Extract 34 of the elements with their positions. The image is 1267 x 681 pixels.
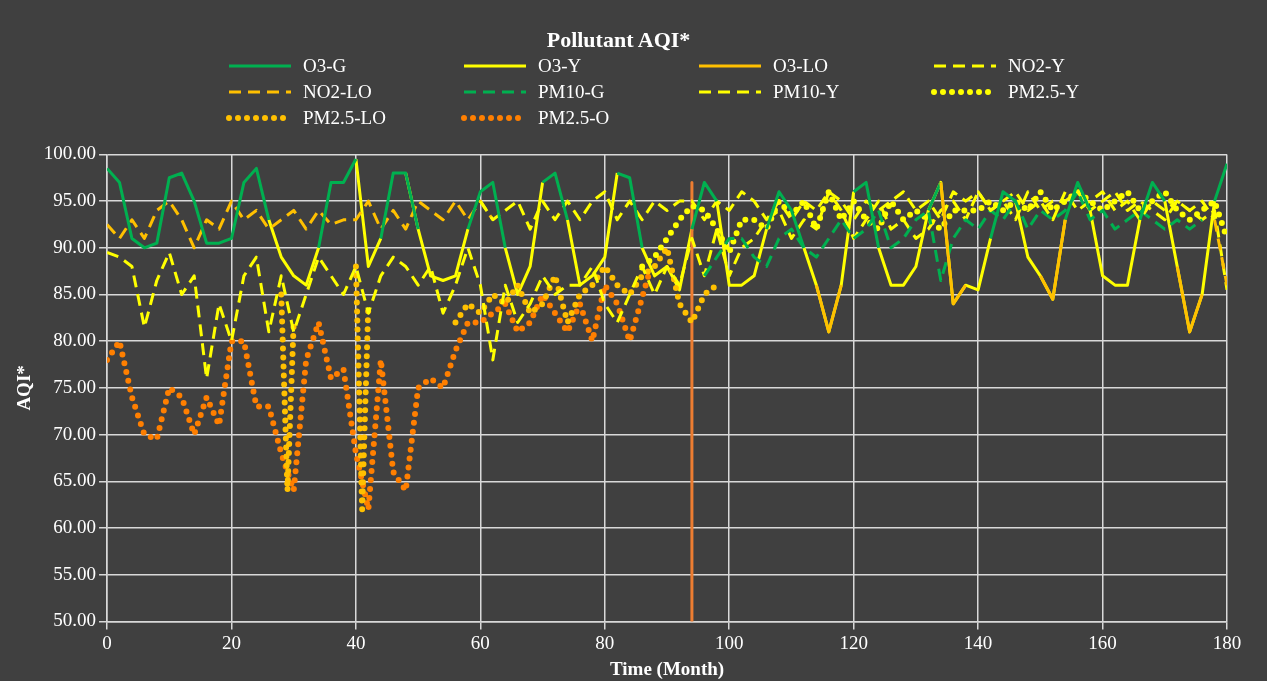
y-tick-label: 50.00 <box>53 609 97 631</box>
legend-label: O3-LO <box>773 55 828 77</box>
legend-label: PM2.5-Y <box>1008 81 1080 103</box>
x-tick-label: 160 <box>1088 631 1117 653</box>
legend-label: NO2-Y <box>1008 55 1065 77</box>
x-tick-label: 0 <box>102 631 112 653</box>
x-tick-label: 80 <box>595 631 615 653</box>
legend-label: O3-G <box>303 55 347 77</box>
legend-label: O3-Y <box>538 55 582 77</box>
legend-label: PM10-Y <box>773 81 840 103</box>
y-tick-label: 55.00 <box>53 562 97 584</box>
x-tick-label: 180 <box>1212 631 1242 653</box>
x-tick-label: 140 <box>963 631 993 653</box>
y-tick-label: 100.00 <box>43 142 97 164</box>
y-tick-label: 90.00 <box>53 235 97 257</box>
y-tick-label: 80.00 <box>53 329 97 351</box>
y-tick-label: 75.00 <box>53 375 97 397</box>
legend-label: PM2.5-O <box>538 107 610 129</box>
x-tick-label: 100 <box>714 631 744 653</box>
y-tick-label: 95.00 <box>53 189 97 211</box>
y-tick-label: 60.00 <box>53 515 97 537</box>
legend-label: PM10-G <box>538 81 605 103</box>
x-tick-label: 120 <box>839 631 868 653</box>
legend-label: PM2.5-LO <box>303 107 386 129</box>
y-tick-label: 70.00 <box>53 422 97 444</box>
chart-title: Pollutant AQI* <box>546 26 691 52</box>
x-axis-title: Time (Month) <box>609 657 725 680</box>
y-tick-label: 65.00 <box>53 469 97 491</box>
y-axis-title: AQI* <box>13 365 35 411</box>
x-tick-label: 40 <box>346 631 366 653</box>
y-tick-label: 85.00 <box>53 282 97 304</box>
legend-label: NO2-LO <box>303 81 372 103</box>
x-tick-label: 20 <box>221 631 241 653</box>
x-tick-label: 60 <box>470 631 490 653</box>
